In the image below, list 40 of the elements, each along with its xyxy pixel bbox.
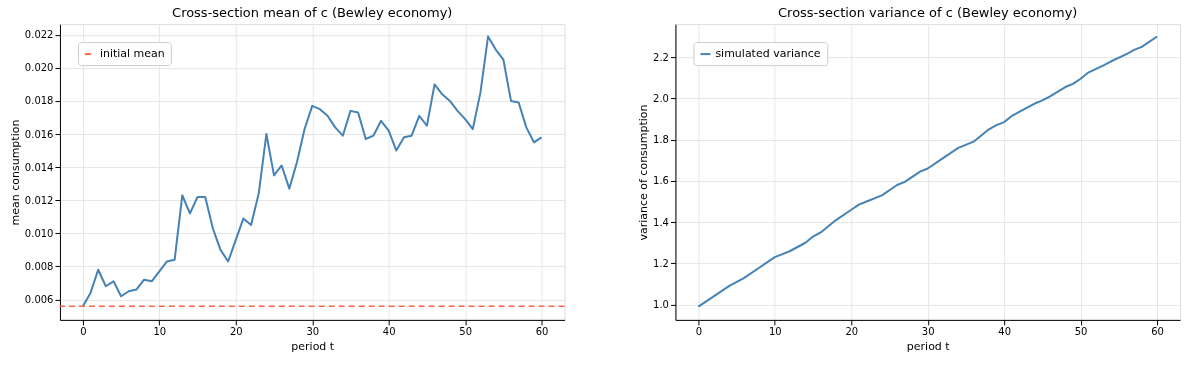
y-axis-title: mean consumption	[8, 119, 22, 226]
x-tick-label: 30	[306, 326, 320, 338]
y-tick-label: 0.006	[24, 294, 54, 306]
x-tick-label: 60	[535, 326, 549, 338]
x-axis-title: period t	[906, 340, 951, 354]
y-tick-label: 1.8	[653, 134, 669, 146]
y-tick-label: 2.2	[653, 51, 669, 63]
chart-title: Cross-section variance of c (Bewley economy)	[778, 5, 1078, 21]
x-tick-label: 20	[229, 326, 243, 338]
x-tick-label: 40	[382, 326, 396, 338]
x-tick-label: 10	[768, 326, 782, 338]
chart-title: Cross-section mean of c (Bewley economy)	[172, 5, 453, 21]
line-series	[697, 35, 1159, 308]
legend-label: simulated variance	[715, 47, 821, 61]
y-axis-title: variance of consumption	[637, 104, 651, 241]
y-tick-label: 0.010	[24, 227, 54, 239]
x-tick-label: 0	[80, 326, 87, 338]
x-tick-label: 50	[459, 326, 472, 338]
x-tick-label: 30	[921, 326, 935, 338]
x-tick-label: 40	[998, 326, 1012, 338]
y-tick-label: 0.008	[24, 260, 54, 272]
y-tick-label: 0.020	[24, 62, 54, 74]
y-tick-label: 1.4	[653, 216, 669, 228]
x-tick-label: 50	[1074, 326, 1088, 338]
line-series	[81, 35, 543, 308]
x-tick-label: 0	[695, 326, 703, 338]
x-tick-label: 10	[153, 326, 167, 338]
y-tick-label: 0.022	[24, 29, 54, 41]
y-tick-label: 1.2	[653, 257, 669, 269]
y-tick-label: 1.6	[653, 175, 669, 187]
x-tick-label: 20	[845, 326, 859, 338]
y-tick-label: 1.0	[653, 299, 669, 311]
x-axis-title: period t	[291, 340, 335, 354]
y-tick-label: 2.0	[653, 92, 669, 104]
y-tick-label: 0.018	[24, 95, 54, 107]
y-tick-label: 0.012	[24, 194, 54, 206]
y-tick-label: 0.016	[24, 128, 54, 140]
x-tick-label: 60	[1151, 326, 1164, 338]
y-tick-label: 0.014	[24, 161, 54, 173]
legend-label: initial mean	[99, 47, 165, 61]
